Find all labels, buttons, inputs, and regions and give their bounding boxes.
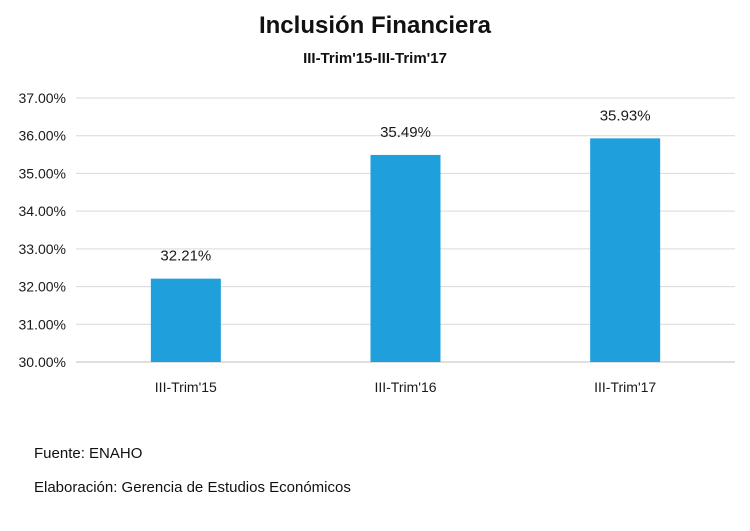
bar [150, 278, 221, 362]
x-tick-label: III-Trim'16 [374, 379, 436, 395]
data-labels: 32.21% 35.49% 35.93% [160, 107, 650, 264]
y-tick-label: 31.00% [19, 316, 66, 332]
bar [590, 138, 661, 362]
y-tick-label: 32.00% [19, 279, 66, 295]
data-label: 32.21% [160, 248, 211, 265]
credit-note: Elaboración: Gerencia de Estudios Económ… [34, 479, 351, 496]
y-tick-label: 33.00% [19, 241, 66, 257]
x-tick-label: III-Trim'17 [594, 379, 656, 395]
x-tick-label: III-Trim'15 [155, 379, 217, 395]
bar [370, 154, 441, 362]
y-tick-label: 30.00% [19, 354, 66, 370]
y-tick-label: 36.00% [19, 128, 66, 144]
y-axis-ticks: 30.00% 31.00% 32.00% 33.00% 34.00% 35.00% 36.0… [19, 90, 66, 370]
y-tick-label: 35.00% [19, 165, 66, 181]
x-axis-ticks: III-Trim'15 III-Trim'16 III-Trim'17 [155, 379, 657, 395]
y-tick-label: 34.00% [19, 203, 66, 219]
data-label: 35.93% [600, 107, 651, 124]
bars [150, 138, 661, 362]
y-tick-label: 37.00% [19, 90, 66, 106]
chart-subtitle: III-Trim'15-III-Trim'17 [303, 50, 447, 67]
source-note: Fuente: ENAHO [34, 445, 143, 462]
chart-title: Inclusión Financiera [258, 12, 492, 39]
data-label: 35.49% [380, 124, 431, 141]
